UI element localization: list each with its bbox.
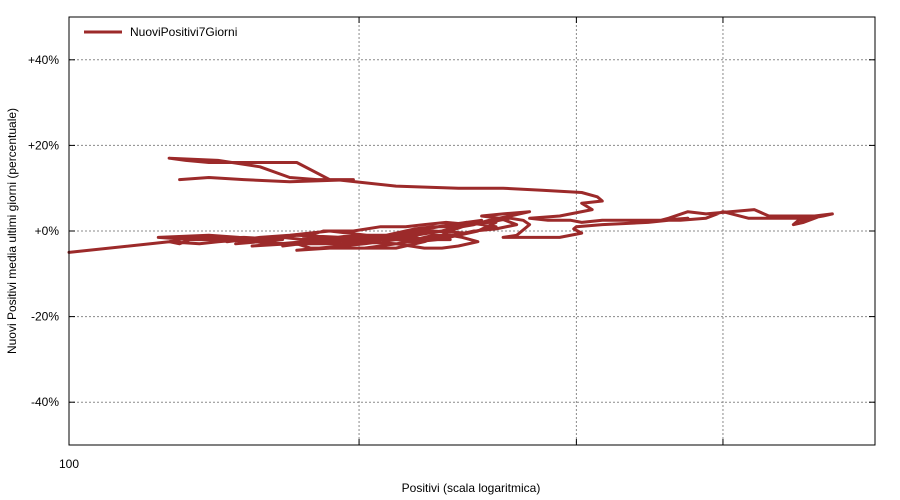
series-line-0 [67, 156, 834, 254]
y-axis: +40% +20% +0% -20% -40% [28, 53, 875, 409]
x-axis-label: Positivi (scala logaritmica) [402, 481, 541, 495]
y-tick-label-4: -40% [31, 395, 59, 409]
grid-layer [69, 17, 875, 445]
x-tick-label-0: 100 [59, 457, 79, 471]
y-axis-label: Nuovi Positivi media ultimi giorni (perc… [5, 108, 19, 354]
y-tick-label-1: +20% [28, 138, 59, 152]
legend: NuoviPositivi7Giorni [84, 25, 237, 39]
y-tick-label-0: +40% [28, 53, 59, 67]
series-layer [67, 156, 834, 254]
x-axis: 100 [59, 17, 724, 471]
y-tick-label-2: +0% [35, 224, 60, 238]
y-tick-label-3: -20% [31, 310, 59, 324]
legend-label: NuoviPositivi7Giorni [130, 25, 237, 39]
